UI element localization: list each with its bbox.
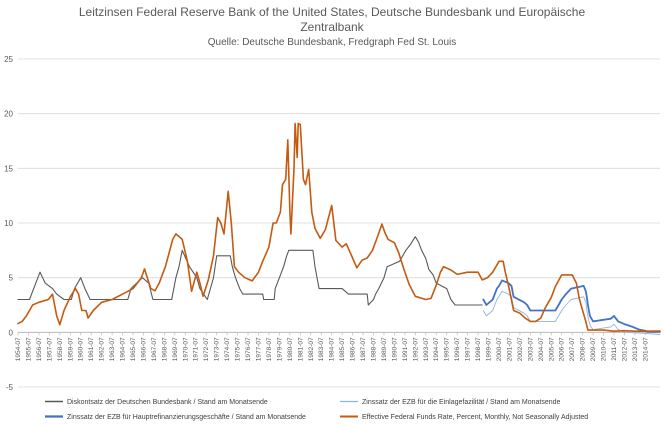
x-tick-label: 1961-07 <box>88 337 95 361</box>
x-tick-label: 1984-07 <box>329 337 336 361</box>
x-tick-label: 1986-07 <box>350 337 357 361</box>
x-tick-label: 1954-07 <box>15 337 22 361</box>
x-tick-label: 1982-07 <box>308 337 315 361</box>
x-tick-label: 1958-07 <box>57 337 64 361</box>
x-tick-label: 1977-07 <box>255 337 262 361</box>
series-line-4 <box>17 122 661 332</box>
x-tick-label: 1957-07 <box>46 337 53 361</box>
x-tick-label: 1976-07 <box>245 337 252 361</box>
y-tick-label: 20 <box>4 110 13 119</box>
x-tick-label: 2001-07 <box>506 337 513 361</box>
x-tick-label: 1985-07 <box>339 337 346 361</box>
y-tick-label: 25 <box>4 55 13 64</box>
x-tick-label: 1990-07 <box>391 337 398 361</box>
legend-entry-1: Diskontsatz der Deutschen Bundesbank / S… <box>67 399 268 406</box>
y-axis: -5 0 5 10 15 20 25 <box>4 55 13 392</box>
series-line-3 <box>482 279 661 333</box>
x-tick-label: 1971-07 <box>193 337 200 361</box>
x-tick-label: 2012-07 <box>621 337 628 361</box>
x-tick-label: 2005-07 <box>548 337 555 361</box>
x-tick-label: 2008-07 <box>580 337 587 361</box>
x-tick-label: 1968-07 <box>161 337 168 361</box>
legend-entry-4: Effective Federal Funds Rate, Percent, M… <box>362 414 588 421</box>
legend: Diskontsatz der Deutschen Bundesbank / S… <box>45 399 588 421</box>
series-line-2 <box>482 290 661 335</box>
y-tick-label: 15 <box>4 164 13 173</box>
x-tick-label: 1975-07 <box>235 337 242 361</box>
y-tick-label: 10 <box>4 219 13 228</box>
x-tick-label: 1992-07 <box>412 337 419 361</box>
y-tick-label: -5 <box>6 383 14 392</box>
x-tick-label: 1995-07 <box>444 337 451 361</box>
x-tick-label: 1956-07 <box>36 337 43 361</box>
x-tick-label: 1962-07 <box>99 337 106 361</box>
x-tick-label: 2004-07 <box>538 337 545 361</box>
x-tick-label: 1973-07 <box>214 337 221 361</box>
x-tick-label: 1969-07 <box>172 337 179 361</box>
x-tick-label: 2013-07 <box>632 337 639 361</box>
x-tick-label: 1994-07 <box>433 337 440 361</box>
chart-title-line1: Leitzinsen Federal Reserve Bank of the U… <box>79 5 586 19</box>
chart-title-line2: Zentralbank <box>300 20 364 34</box>
x-tick-label: 1980-07 <box>287 337 294 361</box>
x-tick-label: 1974-07 <box>224 337 231 361</box>
x-tick-label: 2006-07 <box>559 337 566 361</box>
x-axis: 1954-07 1955-07 1956-07 1957-07 1958-07 1959-… <box>15 332 649 361</box>
x-tick-label: 1991-07 <box>402 337 409 361</box>
x-tick-label: 2011-07 <box>611 337 618 361</box>
legend-entry-2: Zinssatz der EZB für die Einlagefazilitä… <box>362 399 561 406</box>
x-tick-label: 1964-07 <box>120 337 127 361</box>
x-tick-label: 1970-07 <box>182 337 189 361</box>
x-tick-label: 1993-07 <box>423 337 430 361</box>
x-tick-label: 1989-07 <box>381 337 388 361</box>
x-tick-label: 1972-07 <box>203 337 210 361</box>
y-tick-label: 0 <box>9 328 14 337</box>
x-tick-label: 1966-07 <box>140 337 147 361</box>
x-tick-label: 1979-07 <box>276 337 283 361</box>
x-tick-label: 1987-07 <box>360 337 367 361</box>
x-tick-label: 2003-07 <box>527 337 534 361</box>
x-tick-label: 1998-07 <box>475 337 482 361</box>
x-tick-label: 1988-07 <box>371 337 378 361</box>
x-tick-label: 2010-07 <box>601 337 608 361</box>
x-tick-label: 1967-07 <box>151 337 158 361</box>
x-tick-label: 1960-07 <box>78 337 85 361</box>
legend-entry-3: Zinssatz der EZB für Hauptrefinanzierung… <box>67 414 306 421</box>
x-tick-label: 1955-07 <box>25 337 32 361</box>
x-tick-label: 2009-07 <box>590 337 597 361</box>
x-tick-label: 1963-07 <box>109 337 116 361</box>
x-tick-label: 2000-07 <box>496 337 503 361</box>
series-line-1 <box>17 236 483 306</box>
x-tick-label: 2002-07 <box>517 337 524 361</box>
x-tick-label: 1997-07 <box>465 337 472 361</box>
x-tick-label: 2007-07 <box>569 337 576 361</box>
x-tick-label: 2014-07 <box>642 337 649 361</box>
series-lines <box>17 122 661 335</box>
x-tick-label: 1965-07 <box>130 337 137 361</box>
x-tick-label: 1999-07 <box>486 337 493 361</box>
x-tick-label: 1983-07 <box>318 337 325 361</box>
y-tick-label: 5 <box>9 274 14 283</box>
gridlines <box>18 58 660 388</box>
x-tick-label: 1996-07 <box>454 337 461 361</box>
x-tick-label: 1959-07 <box>67 337 74 361</box>
x-tick-label: 1978-07 <box>266 337 273 361</box>
x-tick-label: 1981-07 <box>297 337 304 361</box>
chart-subtitle: Quelle: Deutsche Bundesbank, Fredgraph F… <box>208 37 456 48</box>
